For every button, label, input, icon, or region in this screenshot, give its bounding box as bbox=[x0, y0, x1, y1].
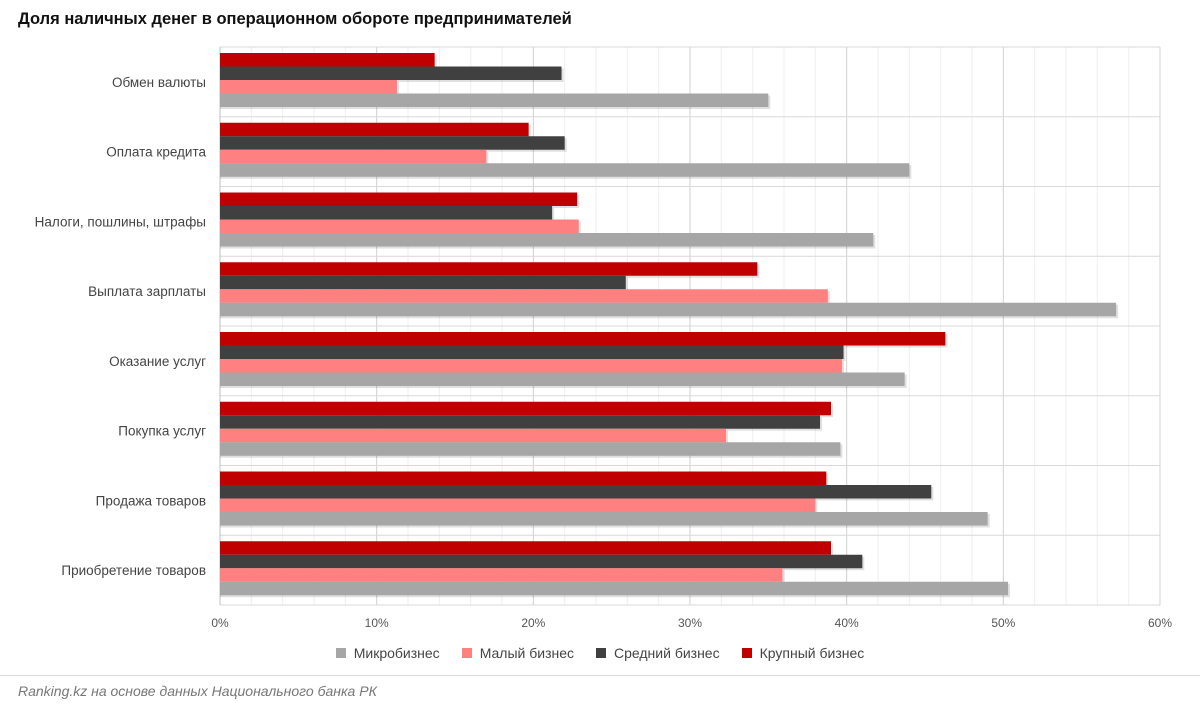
legend-swatch bbox=[741, 648, 752, 658]
legend-swatch bbox=[596, 648, 607, 658]
bar bbox=[220, 415, 821, 429]
legend-item: Крупный бизнес bbox=[741, 645, 865, 661]
bar bbox=[220, 289, 828, 303]
bar bbox=[220, 498, 816, 512]
x-tick-label: 40% bbox=[835, 616, 859, 630]
bar bbox=[220, 401, 831, 416]
legend-swatch bbox=[335, 648, 346, 658]
legend-label: Микробизнес bbox=[353, 645, 440, 661]
category-label: Покупка услуг bbox=[118, 424, 206, 439]
source-note: Ranking.kz на основе данных Национальног… bbox=[18, 683, 377, 699]
bar bbox=[220, 345, 844, 359]
bar bbox=[220, 262, 758, 276]
bar-group bbox=[220, 53, 1119, 598]
divider bbox=[0, 675, 1200, 676]
x-tick-label: 20% bbox=[521, 616, 545, 630]
legend-item: Средний бизнес bbox=[596, 645, 720, 661]
bar bbox=[220, 93, 769, 107]
legend-label: Малый бизнес bbox=[479, 645, 575, 661]
x-tick-label: 60% bbox=[1148, 616, 1172, 630]
bar bbox=[220, 372, 905, 386]
bar-chart: Обмен валюты Оплата кредита Налоги, пошлин… bbox=[35, 46, 1172, 630]
bar bbox=[220, 53, 435, 67]
bar bbox=[220, 66, 562, 80]
bar bbox=[220, 568, 783, 582]
chart-title: Доля наличных денег в операционном оборо… bbox=[18, 10, 572, 28]
x-tick-labels: 0% 10% 20% 30% 40% 50% 60% bbox=[211, 616, 1172, 630]
legend-label: Средний бизнес bbox=[614, 645, 720, 661]
bar bbox=[220, 122, 529, 137]
bar bbox=[220, 428, 727, 443]
x-tick-label: 30% bbox=[678, 616, 702, 630]
bar bbox=[220, 485, 932, 499]
category-label: Оплата кредита bbox=[106, 145, 206, 160]
category-label: Приобретение товаров bbox=[61, 563, 206, 578]
legend-item: Малый бизнес bbox=[461, 645, 575, 661]
bar bbox=[220, 512, 988, 526]
bar bbox=[220, 541, 831, 555]
category-label: Налоги, пошлины, штрафы bbox=[35, 214, 206, 229]
category-label: Продажа товаров bbox=[96, 493, 206, 508]
legend-label: Крупный бизнес bbox=[759, 645, 865, 661]
bar bbox=[220, 80, 398, 94]
category-label: Выплата зарплаты bbox=[88, 284, 206, 299]
bar bbox=[220, 471, 827, 485]
category-label: Оказание услуг bbox=[109, 354, 206, 369]
bar bbox=[220, 206, 553, 220]
legend: Микробизнес Малый бизнес Средний бизнес Кру… bbox=[0, 645, 1200, 661]
category-label: Обмен валюты bbox=[112, 75, 206, 90]
bar bbox=[220, 359, 842, 373]
category-labels: Обмен валюты Оплата кредита Налоги, пошлин… bbox=[35, 75, 207, 578]
legend-swatch bbox=[461, 648, 472, 658]
bar bbox=[220, 233, 874, 247]
bar bbox=[220, 302, 1117, 317]
bar bbox=[220, 581, 1009, 596]
bar bbox=[220, 442, 841, 456]
bar bbox=[220, 219, 579, 233]
x-tick-label: 10% bbox=[365, 616, 389, 630]
legend-item: Микробизнес bbox=[335, 645, 440, 661]
bar bbox=[220, 275, 626, 290]
bar bbox=[220, 149, 487, 164]
x-tick-label: 0% bbox=[211, 616, 229, 630]
x-tick-label: 50% bbox=[991, 616, 1015, 630]
bar bbox=[220, 163, 910, 177]
bar bbox=[220, 192, 578, 206]
bar bbox=[220, 332, 946, 346]
bar bbox=[220, 136, 565, 150]
bar bbox=[220, 554, 863, 569]
